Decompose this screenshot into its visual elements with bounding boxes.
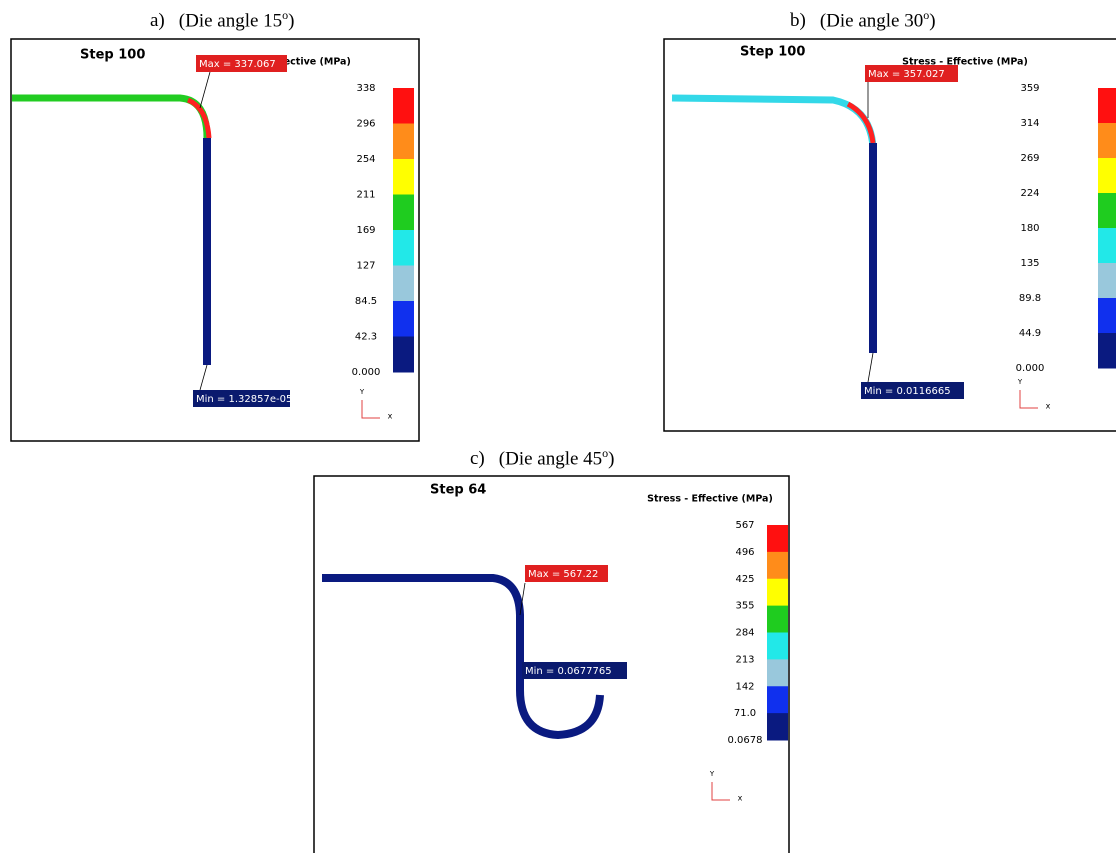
axis-triad: [712, 782, 730, 800]
panel-label: c): [470, 448, 485, 469]
colorbar-label: 284: [735, 628, 754, 639]
colorbar-label: 296: [356, 119, 375, 130]
colorbar-block: [393, 124, 414, 160]
max-label: Max = 357.027: [868, 69, 945, 80]
colorbar-label: 71.0: [734, 708, 756, 719]
colorbar-block: [767, 525, 788, 552]
colorbar-block: [1098, 158, 1116, 194]
caption-text: (Die angle 15: [179, 10, 282, 31]
colorbar-block: [767, 579, 788, 606]
colorbar-block: [767, 713, 788, 740]
colorbar-label: 211: [356, 190, 375, 201]
colorbar-label: 89.8: [1019, 293, 1041, 304]
caption-text: (Die angle 45: [499, 448, 602, 469]
deformed-tube: [322, 578, 600, 735]
legend-title: Stress - Effective (MPa): [647, 494, 773, 505]
max-label: Max = 567.22: [528, 569, 598, 580]
axis-y-label: Y: [1017, 378, 1023, 386]
leader-line: [200, 72, 210, 108]
colorbar-block: [1098, 123, 1116, 159]
axis-x-label: x: [1046, 402, 1051, 411]
panel-caption: a)(Die angle 15o): [150, 8, 295, 32]
step-label: Step 100: [80, 48, 145, 63]
panel-caption: b)(Die angle 30o): [790, 8, 936, 32]
colorbar-label: 496: [735, 547, 754, 558]
colorbar-block: [393, 195, 414, 231]
panel-caption: c)(Die angle 45o): [470, 446, 615, 470]
colorbar-block: [1098, 333, 1116, 369]
caption-end: ): [929, 10, 935, 31]
caption-text: (Die angle 30: [820, 10, 923, 31]
colorbar-label: 359: [1020, 83, 1039, 94]
colorbar-label: 0.000: [352, 367, 381, 378]
min-label: Min = 0.0116665: [864, 386, 951, 397]
colorbar-label: 269: [1020, 153, 1039, 164]
colorbar-block: [1098, 193, 1116, 229]
leader-line: [200, 365, 207, 390]
axis-x-label: x: [738, 794, 743, 803]
colorbar-block: [393, 301, 414, 337]
colorbar-label: 169: [356, 225, 375, 236]
colorbar-label: 314: [1020, 118, 1039, 129]
colorbar-label: 44.9: [1019, 328, 1041, 339]
colorbar-label: 180: [1020, 223, 1039, 234]
axis-y-label: Y: [709, 770, 715, 778]
colorbar-block: [1098, 298, 1116, 334]
colorbar-label: 142: [735, 681, 754, 692]
colorbar-label: 127: [356, 261, 375, 272]
colorbar-block: [767, 633, 788, 660]
panel-label: a): [150, 10, 165, 31]
deformed-tube: [672, 98, 873, 148]
colorbar-label: 135: [1020, 258, 1039, 269]
colorbar-block: [393, 337, 414, 373]
axis-x-label: x: [388, 412, 393, 421]
colorbar-block: [767, 552, 788, 579]
colorbar-block: [767, 606, 788, 633]
colorbar-label: 338: [356, 83, 375, 94]
colorbar-label: 355: [735, 601, 754, 612]
colorbar-block: [393, 266, 414, 302]
simulation-panel: Step 64 Stress - Effective (MPa) 567 496 425…: [313, 475, 790, 853]
deformed-tube: [12, 98, 207, 138]
page: (() => { const data = JSON.parse(documen…: [0, 0, 1118, 850]
step-label: Step 64: [430, 483, 486, 498]
step-label: Step 100: [740, 45, 805, 60]
colorbar-label: 0.0678: [728, 735, 763, 746]
min-label: Min = 0.0677765: [525, 666, 612, 677]
panel-label: b): [790, 10, 806, 31]
colorbar-block: [393, 159, 414, 195]
axis-y-label: Y: [359, 388, 365, 396]
colorbar-label: 213: [735, 654, 754, 665]
colorbar-block: [1098, 88, 1116, 124]
simulation-panel: Step 100Stress - Effective (MPa)35931426…: [663, 38, 1116, 432]
colorbar-block: [393, 88, 414, 124]
caption-end: ): [288, 10, 294, 31]
colorbar-block: [767, 686, 788, 713]
colorbar-block: [393, 230, 414, 266]
leader-line: [868, 353, 873, 382]
axis-triad: [362, 400, 380, 418]
colorbar-label: 425: [735, 574, 754, 585]
colorbar-block: [1098, 228, 1116, 264]
colorbar-block: [1098, 263, 1116, 299]
colorbar-label: 254: [356, 154, 375, 165]
colorbar-label: 42.3: [355, 332, 377, 343]
axis-triad: [1020, 390, 1038, 408]
colorbar-label: 567: [735, 520, 754, 531]
colorbar-label: 84.5: [355, 296, 377, 307]
max-label: Max = 337.067: [199, 59, 276, 70]
colorbar-block: [767, 659, 788, 686]
colorbar-label: 0.000: [1016, 363, 1045, 374]
min-label: Min = 1.32857e-05: [196, 394, 292, 405]
caption-end: ): [608, 448, 614, 469]
colorbar-label: 224: [1020, 188, 1039, 199]
